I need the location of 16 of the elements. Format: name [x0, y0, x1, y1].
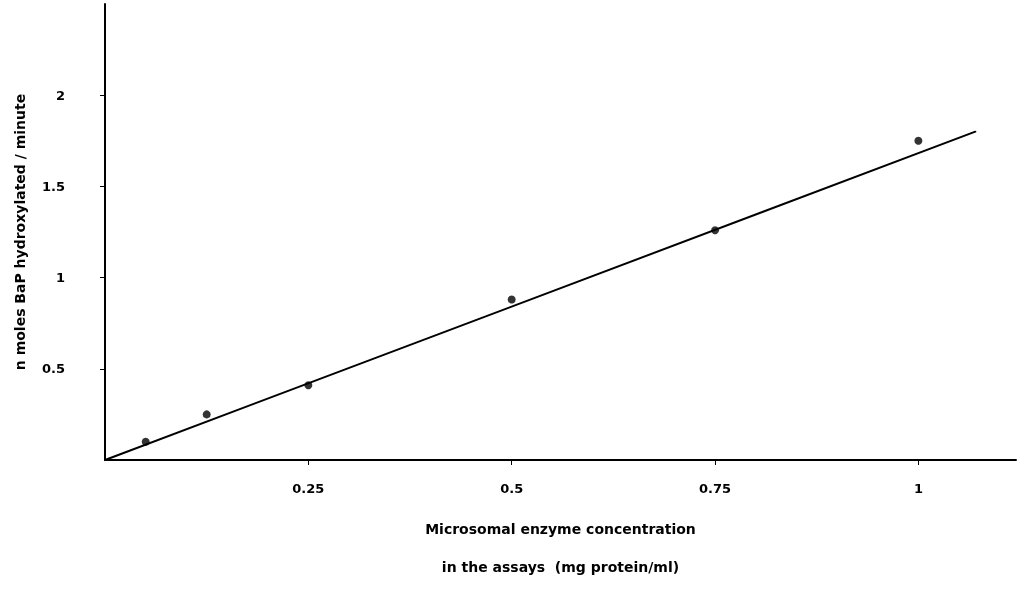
point: [914, 136, 923, 145]
y-tick-label: 2: [55, 87, 65, 103]
y-tick-label: 1: [55, 270, 65, 286]
x-tick-label: 0.5: [500, 481, 524, 496]
point: [304, 381, 313, 390]
x-tick-label: 0.25: [292, 481, 325, 496]
x-tick-label: 1: [913, 481, 923, 496]
x-tick-label: 0.75: [699, 481, 732, 496]
y-tick-label: 1.5: [41, 178, 65, 194]
point: [202, 410, 211, 419]
point: [141, 437, 150, 446]
y-axis-title: n moles BaP hydroxylated / minute: [12, 93, 28, 371]
y-tick-label: 0.5: [41, 361, 65, 377]
text: Microsomal enzyme concentration in the assays (mg protein/ml): [425, 521, 696, 575]
point: [507, 295, 516, 304]
point: [711, 226, 720, 235]
